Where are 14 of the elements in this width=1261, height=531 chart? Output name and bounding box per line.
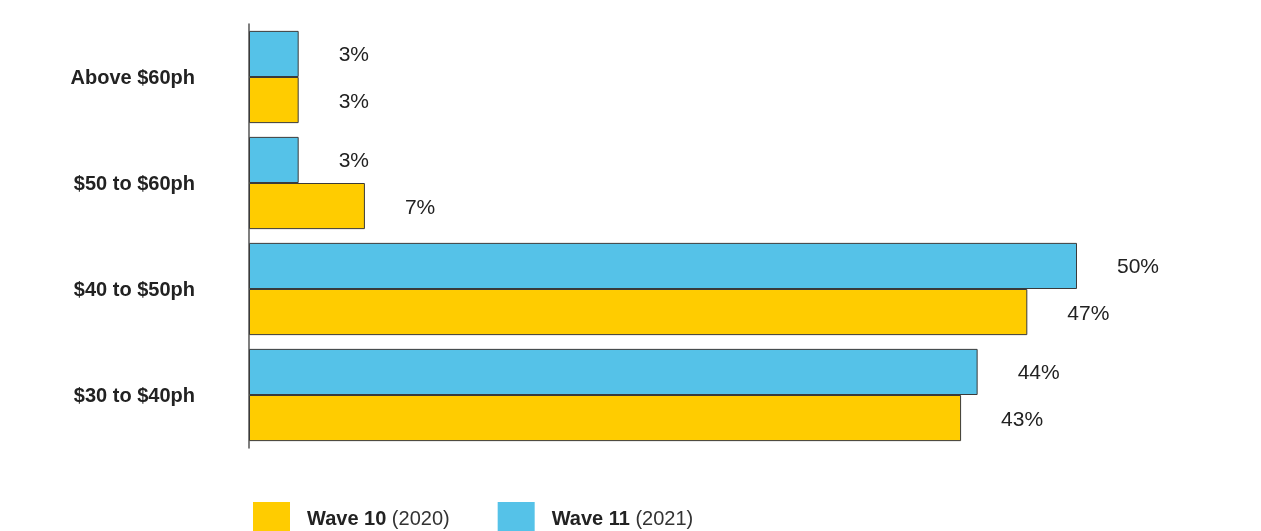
data-label: 3% [338, 42, 370, 66]
data-label: 3% [338, 148, 370, 172]
y-tick-label: $30 to $40ph [73, 384, 195, 406]
legend-label: Wave 11 (2021) [551, 507, 694, 529]
data-label: 44% [1017, 360, 1060, 384]
y-tick-label: Above $60ph [70, 66, 195, 88]
data-label: 43% [1001, 406, 1044, 430]
y-tick-label: $50 to $60ph [73, 172, 195, 194]
data-label: 3% [338, 88, 370, 112]
data-label: 50% [1117, 254, 1160, 278]
legend-label: Wave 10 (2020) [307, 507, 450, 529]
data-label: 7% [404, 194, 436, 218]
data-label: 47% [1067, 300, 1110, 324]
y-tick-label: $40 to $50ph [73, 278, 195, 300]
